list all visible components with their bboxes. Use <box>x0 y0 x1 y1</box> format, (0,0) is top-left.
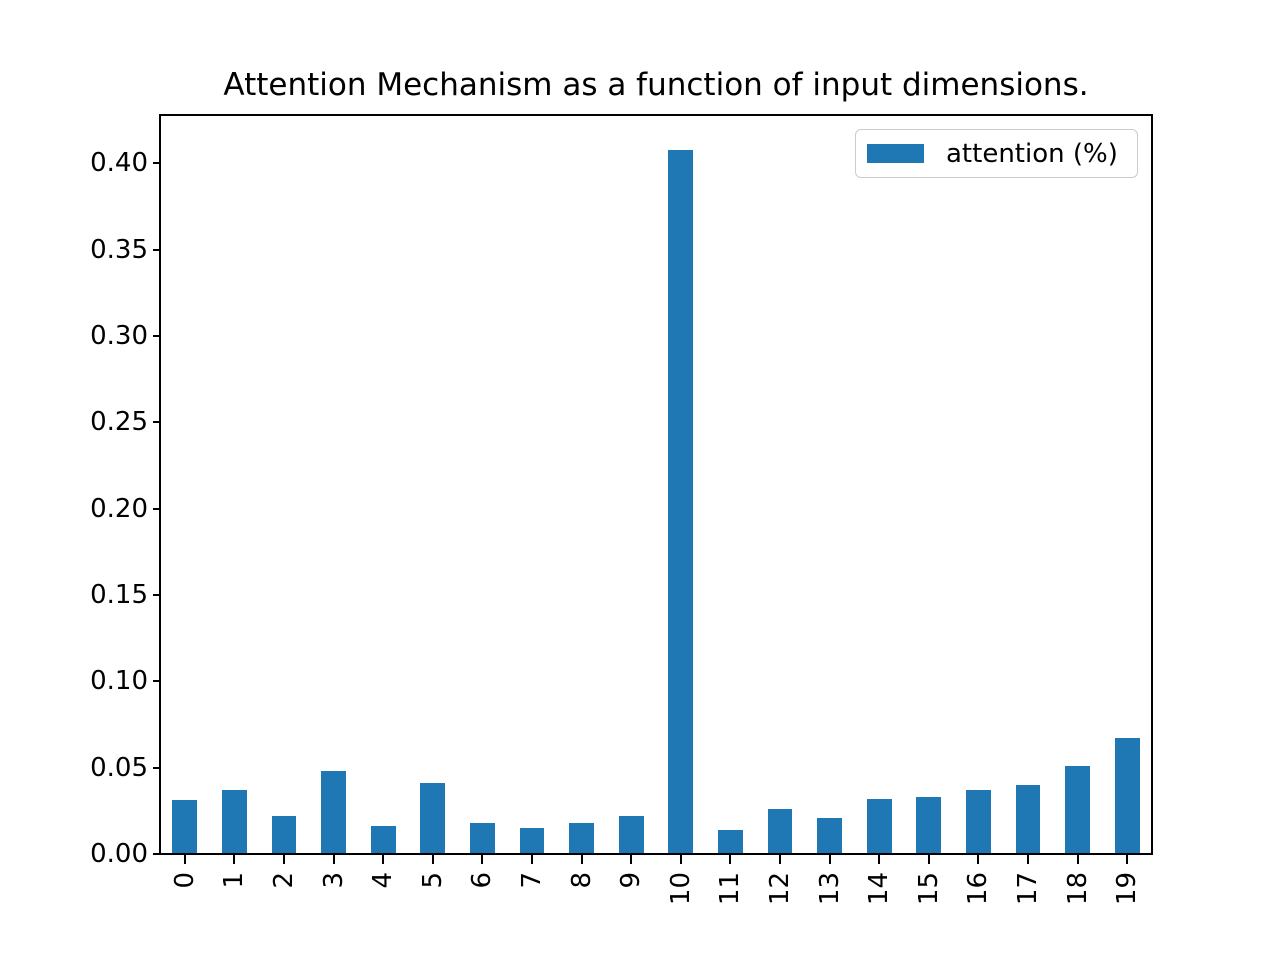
x-tick-mark <box>977 855 980 864</box>
x-tick-label: 8 <box>566 872 597 889</box>
y-tick-mark <box>153 766 160 769</box>
bar <box>718 829 743 854</box>
x-tick-label: 15 <box>913 872 944 906</box>
y-tick-mark <box>153 421 160 424</box>
x-tick-mark <box>729 855 732 864</box>
bar <box>519 828 545 854</box>
y-tick-label: 0.35 <box>90 234 148 265</box>
x-tick-label: 19 <box>1112 872 1143 906</box>
bar <box>370 826 396 854</box>
x-tick-mark <box>183 855 186 864</box>
x-tick-mark <box>431 855 434 864</box>
bar <box>966 790 991 854</box>
x-tick-label: 18 <box>1062 872 1093 906</box>
x-tick-label: 9 <box>616 872 647 889</box>
x-tick-label: 5 <box>417 872 448 889</box>
y-tick-label: 0.30 <box>90 321 148 351</box>
y-tick-label: 0.25 <box>90 407 148 438</box>
x-tick-mark <box>1027 855 1029 864</box>
x-tick-mark <box>382 855 385 864</box>
x-tick-label: 6 <box>467 872 498 889</box>
x-tick-mark <box>481 855 484 864</box>
x-tick-mark <box>1126 855 1129 864</box>
x-tick-mark <box>580 855 583 864</box>
y-tick-mark <box>153 507 160 510</box>
x-tick-label: 13 <box>814 872 845 906</box>
y-tick-label: 0.10 <box>90 666 148 697</box>
bar <box>1065 765 1090 854</box>
y-tick-label: 0.00 <box>90 839 148 869</box>
y-tick-label: 0.20 <box>90 493 148 524</box>
chart-title: Attention Mechanism as a function of inp… <box>223 67 1089 103</box>
y-tick-label: 0.05 <box>90 752 148 783</box>
x-tick-mark <box>878 855 881 864</box>
x-tick-label: 12 <box>765 872 795 906</box>
x-tick-label: 11 <box>715 872 746 906</box>
y-tick-mark <box>153 680 160 683</box>
y-tick-label: 0.15 <box>90 580 148 610</box>
bar <box>866 798 892 854</box>
y-tick-mark <box>153 853 160 855</box>
bar <box>271 816 297 854</box>
x-tick-mark <box>283 855 285 864</box>
plot-area <box>159 114 1153 855</box>
x-tick-mark <box>630 855 633 864</box>
y-tick-mark <box>153 594 160 596</box>
x-tick-label: 7 <box>517 872 547 889</box>
x-tick-label: 14 <box>864 872 895 906</box>
x-tick-label: 17 <box>1013 872 1043 906</box>
bar <box>420 783 446 854</box>
y-tick-mark <box>153 248 160 251</box>
bar <box>1114 738 1140 854</box>
bar <box>767 809 793 854</box>
x-tick-label: 2 <box>269 872 299 889</box>
legend-swatch-icon <box>867 144 924 163</box>
bar <box>916 797 942 854</box>
legend: attention (%) <box>855 129 1138 178</box>
bar <box>222 790 247 854</box>
bar <box>321 771 346 854</box>
y-tick-mark <box>153 335 160 337</box>
x-tick-mark <box>1076 855 1079 864</box>
x-tick-label: 4 <box>368 872 399 889</box>
bar <box>1015 784 1041 854</box>
x-tick-mark <box>679 855 682 864</box>
bar <box>569 822 594 854</box>
x-tick-label: 10 <box>665 872 696 906</box>
x-tick-label: 16 <box>963 872 994 906</box>
bar <box>172 800 198 854</box>
y-tick-label: 0.40 <box>90 148 148 179</box>
x-tick-mark <box>828 855 831 864</box>
x-tick-label: 1 <box>219 872 250 889</box>
x-tick-label: 0 <box>169 872 200 889</box>
bar <box>470 822 495 854</box>
x-tick-mark <box>233 855 236 864</box>
y-tick-mark <box>153 162 160 165</box>
bar <box>668 149 694 854</box>
bar <box>817 817 842 854</box>
x-tick-mark <box>927 855 930 864</box>
x-tick-mark <box>531 855 533 864</box>
legend-label: attention (%) <box>946 138 1118 169</box>
x-tick-label: 3 <box>318 872 349 889</box>
x-tick-mark <box>779 855 781 864</box>
x-tick-mark <box>332 855 335 864</box>
bar <box>618 816 644 854</box>
